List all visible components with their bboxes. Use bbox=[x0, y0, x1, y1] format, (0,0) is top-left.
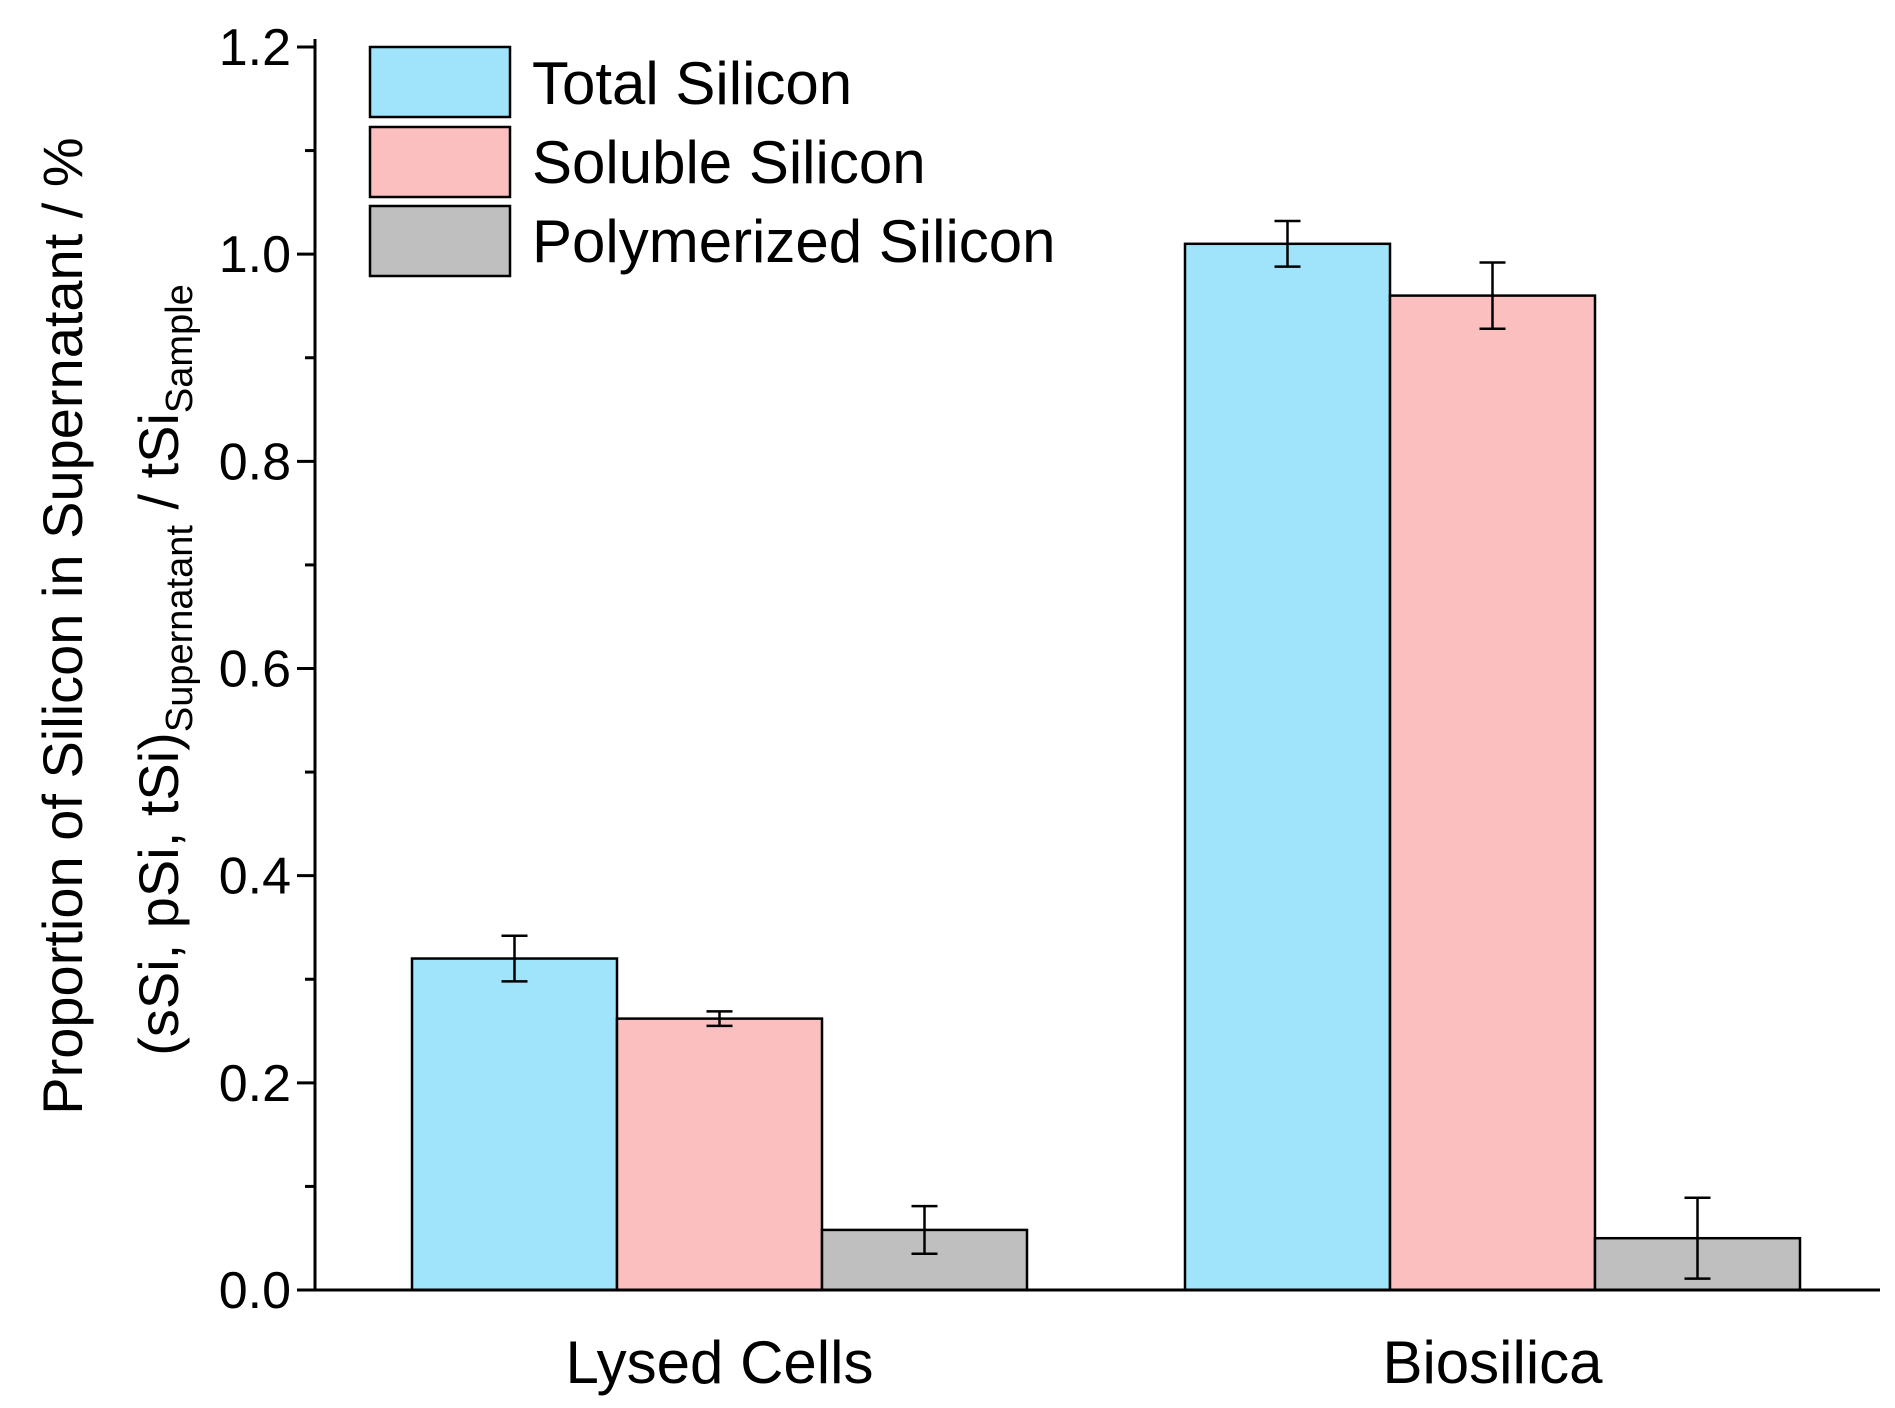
y-tick-label: 0.2 bbox=[219, 1055, 291, 1113]
bar-soluble-silicon-biosilica bbox=[1388, 294, 1597, 1292]
x-category-label: Lysed Cells bbox=[566, 1329, 874, 1396]
y-axis-title-sub1: Supernatant bbox=[159, 525, 201, 732]
legend-swatch-polymerized-silicon bbox=[368, 204, 512, 278]
y-axis-title-mid: / tSi bbox=[127, 413, 190, 525]
legend-label-total-silicon: Total Silicon bbox=[532, 50, 852, 117]
legend-label-polymerized-silicon: Polymerized Silicon bbox=[532, 208, 1056, 275]
y-axis-title-sub2: Sample bbox=[159, 284, 201, 413]
y-tick-label: 1.2 bbox=[219, 19, 291, 77]
axes-group: 0.0 0.2 0.4 0.6 0.8 1.0 1.2 Lysed Cells Biosilic… bbox=[219, 19, 1880, 1396]
bar-total-silicon-lysed-cells bbox=[410, 957, 619, 1292]
y-tick-label: 0.0 bbox=[219, 1262, 291, 1320]
legend-swatch-soluble-silicon bbox=[368, 125, 512, 199]
y-axis-title-line2: (sSi, pSi, tSi)Supernatant / tSiSample bbox=[127, 284, 201, 1056]
legend-swatch-total-silicon bbox=[368, 45, 512, 119]
bars-group bbox=[410, 219, 1802, 1292]
legend: Total Silicon Soluble Silicon Polymerize… bbox=[368, 45, 1056, 278]
x-category-label: Biosilica bbox=[1382, 1329, 1603, 1396]
bar-soluble-silicon-lysed-cells bbox=[615, 1017, 824, 1292]
legend-label-soluble-silicon: Soluble Silicon bbox=[532, 129, 926, 196]
y-tick-label: 0.4 bbox=[219, 848, 291, 906]
y-tick-label: 1.0 bbox=[219, 226, 291, 284]
bar-total-silicon-biosilica bbox=[1183, 242, 1392, 1292]
y-axis-title-line1: Proportion of Silicon in Supernatant / % bbox=[31, 137, 94, 1114]
y-tick-label: 0.8 bbox=[219, 433, 291, 491]
y-tick-label: 0.6 bbox=[219, 641, 291, 699]
y-axis-title-main: (sSi, pSi, tSi) bbox=[127, 732, 190, 1056]
